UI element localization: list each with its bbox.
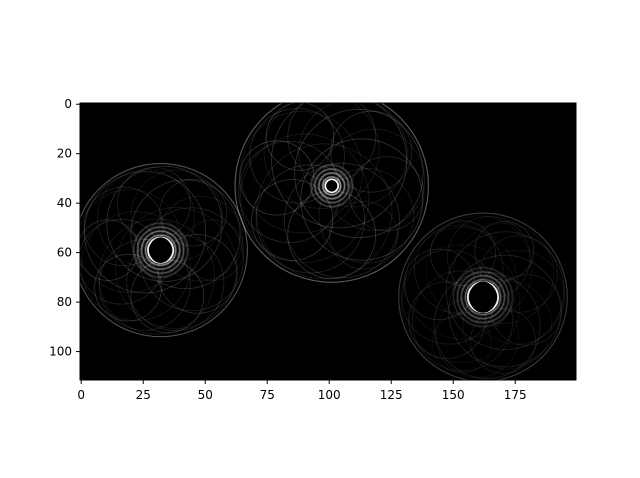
ring-outer-edge <box>398 212 568 380</box>
y-tick-label: 60 <box>57 246 72 260</box>
x-axis: 0 25 50 75 100 125 150 175 <box>77 380 527 402</box>
ring-pattern-3 <box>398 212 568 380</box>
swirl-arc <box>401 244 521 363</box>
swirl-arc <box>411 270 513 372</box>
image-features <box>80 103 568 380</box>
swirl-arc <box>300 138 424 261</box>
center-glow-ring <box>464 278 502 316</box>
x-tick-label: 125 <box>380 388 403 402</box>
center-glow-ring <box>322 176 342 196</box>
ring-pattern-2 <box>234 103 429 283</box>
swirl-arc <box>98 218 215 335</box>
swirl-arc <box>115 207 238 330</box>
swirl-arc <box>80 211 191 322</box>
swirl-arc <box>83 186 164 267</box>
ring-outer-edge <box>80 163 248 338</box>
y-axis: 0 20 40 60 80 100 <box>49 97 80 359</box>
center-glow-ring <box>140 230 181 270</box>
swirl-arc <box>265 103 335 171</box>
swirl-arc <box>239 140 315 216</box>
swirl-arc <box>157 234 238 314</box>
x-tick-label: 175 <box>504 388 527 402</box>
ring-pattern-1 <box>80 163 248 338</box>
y-tick-label: 80 <box>57 295 72 309</box>
swirl-arc <box>404 226 518 340</box>
swirl-arc <box>322 128 426 231</box>
swirl-arc <box>83 171 207 294</box>
center-glow-ring <box>314 168 350 204</box>
swirl-arc <box>294 108 424 239</box>
center-hole <box>149 237 172 263</box>
swirl-arc <box>239 133 370 263</box>
y-tick-label: 20 <box>57 147 72 161</box>
swirl-arc <box>238 140 341 243</box>
swirl-arc <box>255 164 365 274</box>
plot-frame <box>79 102 577 381</box>
swirl-arc <box>448 254 562 368</box>
swirl-arc <box>80 189 182 293</box>
swirl-arc <box>330 110 413 193</box>
swirl-arc <box>80 219 139 281</box>
y-tick-label: 100 <box>49 345 72 359</box>
swirl-arc <box>445 231 565 350</box>
y-tick-label: 0 <box>64 97 72 111</box>
swirl-arc <box>480 235 558 313</box>
swirl-arc <box>430 220 496 287</box>
center-glow-ring <box>144 234 177 266</box>
swirl-arc <box>263 103 380 209</box>
swirl-arc <box>96 169 195 267</box>
swirl-arc <box>408 281 486 359</box>
x-tick-label: 100 <box>318 388 341 402</box>
swirl-arc <box>329 201 398 270</box>
x-tick-label: 25 <box>136 388 151 402</box>
swirl-arc <box>182 219 245 281</box>
swirl-arc <box>349 156 425 232</box>
swirl-arc <box>470 308 536 374</box>
center-hole <box>326 180 337 192</box>
swirl-arc <box>94 253 162 322</box>
hole-rim <box>324 178 340 194</box>
ring-outer-edge <box>234 103 429 283</box>
center-glow-ring <box>460 275 506 320</box>
center-glow-ring <box>456 271 510 324</box>
swirl-arc <box>251 179 334 261</box>
swirl-arc <box>431 313 492 374</box>
center-glow-ring <box>310 164 354 208</box>
center-glow-ring <box>318 172 346 200</box>
x-tick-label: 150 <box>442 388 465 402</box>
swirl-arc <box>318 168 415 264</box>
center-glow-ring <box>132 222 189 278</box>
x-tick-label: 0 <box>77 388 85 402</box>
center-hole <box>469 281 497 313</box>
swirl-arc <box>298 103 408 208</box>
swirl-arc <box>159 178 228 247</box>
swirl-arc <box>283 162 400 279</box>
swirl-arc <box>139 207 244 312</box>
center-glow-ring <box>136 226 185 274</box>
swirl-arc <box>130 179 241 290</box>
swirl-arc <box>256 143 393 280</box>
swirl-arc <box>126 233 225 332</box>
center-glow-ring <box>452 267 514 328</box>
swirl-arc <box>106 165 223 282</box>
swirl-arc <box>249 108 345 204</box>
swirl-arc <box>271 103 408 229</box>
x-tick-label: 75 <box>260 388 275 402</box>
swirl-arc <box>474 220 535 281</box>
swirl-arc <box>240 110 363 234</box>
swirl-arc <box>453 222 555 324</box>
x-tick-label: 50 <box>198 388 213 402</box>
y-tick-label: 40 <box>57 196 72 210</box>
